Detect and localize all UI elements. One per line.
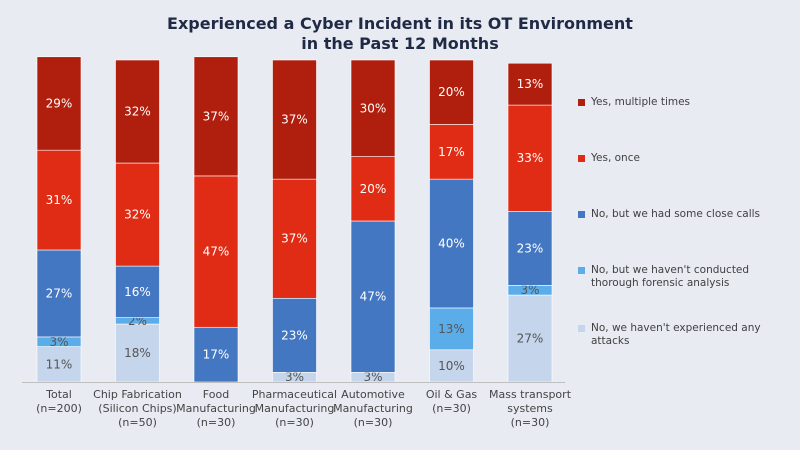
bar-segment — [193, 175, 239, 328]
category-label-line: Manufacturing — [255, 402, 335, 415]
bar-segment — [115, 323, 160, 383]
bar-segment — [36, 346, 82, 383]
data-label: 47% — [360, 290, 387, 304]
category-label-line: (Silicon Chips) — [98, 402, 176, 415]
data-label: 37% — [203, 109, 230, 123]
bar-segment — [350, 156, 396, 222]
category-label-line: (n=200) — [36, 402, 82, 415]
category-label: Mass transport systems (n=30) — [489, 388, 572, 429]
category-label: Automotive Manufacturing (n=30) — [333, 388, 413, 429]
data-label: 10% — [438, 359, 465, 373]
bar-segment — [193, 56, 239, 177]
data-label: 31% — [46, 193, 73, 207]
bar-segment — [115, 162, 160, 267]
legend-swatch — [578, 155, 585, 162]
bar-segment — [272, 59, 317, 180]
category-label-line: Chip Fabrication — [93, 388, 182, 401]
legend-label: No, but we haven't conducted thorough fo… — [591, 264, 750, 289]
bar-segment — [350, 220, 396, 373]
data-label: 3% — [285, 370, 304, 384]
data-label: 32% — [124, 208, 151, 222]
category-label-line: Manufacturing — [176, 402, 256, 415]
bar-segment — [350, 59, 396, 157]
bar-segment — [36, 249, 82, 338]
data-label: 18% — [124, 346, 151, 360]
bar-segment — [429, 59, 474, 125]
category-label-line: Total — [45, 388, 72, 401]
bar-segment — [115, 265, 160, 318]
data-label: 47% — [203, 245, 230, 259]
bar-segment — [272, 178, 317, 299]
category-label-line: Automotive — [341, 388, 405, 401]
legend-label: Yes, multiple times — [591, 96, 691, 108]
bar-segment — [272, 297, 317, 373]
legend-label: No, we haven't experienced any attacks — [591, 322, 761, 347]
data-label: 40% — [438, 237, 465, 251]
data-label: 33% — [517, 151, 544, 165]
category-label-line: Manufacturing — [333, 402, 413, 415]
category-label-line: Food — [203, 388, 229, 401]
bar-segment — [36, 149, 82, 251]
data-label: 3% — [49, 335, 68, 349]
data-label: 23% — [517, 241, 544, 255]
data-label: 17% — [438, 145, 465, 159]
data-label: 37% — [281, 113, 308, 127]
bar-segment — [429, 307, 474, 351]
category-label-line: (n=30) — [275, 416, 314, 429]
legend-swatch — [578, 267, 585, 274]
legend-swatch — [578, 211, 585, 218]
bar-segment — [429, 349, 474, 383]
data-label: 27% — [517, 332, 544, 346]
category-label: Oil & Gas (n=30) — [426, 388, 478, 415]
data-label: 13% — [517, 77, 544, 91]
category-label-line: (n=30) — [511, 416, 550, 429]
category-label-line: systems — [507, 402, 553, 415]
data-label: 17% — [203, 348, 230, 362]
data-label: 27% — [46, 286, 73, 300]
bar-segment — [429, 178, 474, 309]
category-label-line: (n=30) — [197, 416, 236, 429]
data-label: 37% — [281, 232, 308, 246]
data-label: 23% — [281, 328, 308, 342]
bar-segment — [36, 56, 82, 151]
data-label: 20% — [360, 182, 387, 196]
category-label-line: Oil & Gas — [426, 388, 478, 401]
category-label: Food Manufacturing (n=30) — [176, 388, 256, 429]
bar-segment — [507, 294, 553, 383]
data-label: 3% — [520, 283, 539, 297]
chart-title: Experienced a Cyber Incident in its OT E… — [0, 14, 800, 54]
bar-segment — [429, 124, 474, 180]
category-label: Pharmaceutical Manufacturing (n=30) — [252, 388, 337, 429]
bar-segment — [507, 104, 553, 212]
chart-title-line-1: Experienced a Cyber Incident in its OT E… — [167, 14, 633, 33]
data-label: 32% — [124, 105, 151, 119]
category-label: Total (n=200) — [36, 388, 82, 415]
category-label-line: (n=30) — [432, 402, 471, 415]
data-label: 3% — [363, 370, 382, 384]
data-label: 11% — [46, 357, 73, 371]
category-label-line: (n=50) — [118, 416, 157, 429]
category-label: Chip Fabrication (Silicon Chips) (n=50) — [93, 388, 182, 429]
data-label: 20% — [438, 85, 465, 99]
data-label: 16% — [124, 285, 151, 299]
data-label: 30% — [360, 101, 387, 115]
category-label-line: Mass transport — [489, 388, 572, 401]
legend-label: No, but we had some close calls — [591, 208, 761, 220]
data-label: 29% — [46, 96, 73, 110]
bar-segment — [507, 62, 553, 106]
chart-title-line-2: in the Past 12 Months — [301, 34, 499, 53]
legend-swatch — [578, 99, 585, 106]
data-label: 13% — [438, 322, 465, 336]
bar-segment — [193, 326, 239, 383]
legend-label: Yes, once — [591, 152, 640, 164]
bar-segment — [115, 59, 160, 164]
category-label-line: Pharmaceutical — [252, 388, 337, 401]
legend-swatch — [578, 325, 585, 332]
category-label-line: (n=30) — [354, 416, 393, 429]
